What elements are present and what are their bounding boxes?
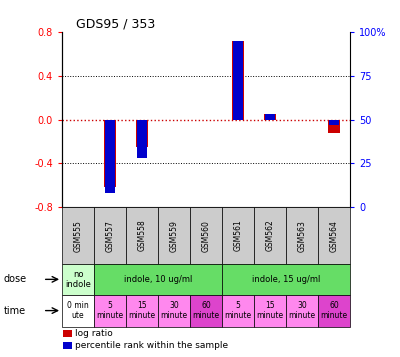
Bar [222, 295, 254, 327]
Text: GSM559: GSM559 [170, 220, 178, 252]
Bar [232, 41, 244, 120]
Text: percentile rank within the sample: percentile rank within the sample [75, 341, 228, 350]
Text: 15
minute: 15 minute [256, 301, 284, 320]
Text: GSM564: GSM564 [330, 220, 338, 252]
Text: 30
minute: 30 minute [160, 301, 188, 320]
Bar [64, 342, 72, 349]
Text: GSM562: GSM562 [266, 220, 274, 251]
Bar [328, 120, 340, 133]
Text: 5
minute: 5 minute [224, 301, 252, 320]
Bar [137, 120, 147, 158]
Bar [222, 207, 254, 264]
Text: no
indole: no indole [65, 270, 91, 289]
Bar [158, 295, 190, 327]
Bar [233, 41, 243, 120]
Bar [105, 120, 115, 193]
Text: GSM560: GSM560 [202, 220, 210, 252]
Bar [94, 207, 126, 264]
Text: indole, 10 ug/ml: indole, 10 ug/ml [124, 275, 192, 284]
Bar [265, 114, 275, 120]
Bar [286, 295, 318, 327]
Text: 60
minute: 60 minute [320, 301, 348, 320]
Text: GSM557: GSM557 [106, 220, 114, 252]
Text: GSM561: GSM561 [234, 220, 242, 251]
Text: GDS95 / 353: GDS95 / 353 [76, 18, 156, 31]
Text: 30
minute: 30 minute [288, 301, 316, 320]
Bar [126, 207, 158, 264]
Bar [136, 120, 148, 147]
Text: log ratio: log ratio [75, 329, 113, 338]
Bar [62, 264, 94, 295]
Text: GSM558: GSM558 [138, 220, 146, 251]
Text: GSM555: GSM555 [74, 220, 82, 252]
Bar [190, 207, 222, 264]
Bar [158, 207, 190, 264]
Text: 5
minute: 5 minute [96, 301, 124, 320]
Text: time: time [4, 306, 26, 316]
Text: 60
minute: 60 minute [192, 301, 220, 320]
Text: dose: dose [4, 274, 27, 285]
Bar [254, 295, 286, 327]
Bar [329, 120, 339, 125]
Bar [94, 264, 222, 295]
Bar [190, 295, 222, 327]
Text: GSM563: GSM563 [298, 220, 306, 252]
Bar [62, 207, 94, 264]
Bar [62, 295, 94, 327]
Bar [286, 207, 318, 264]
Bar [318, 207, 350, 264]
Text: indole, 15 ug/ml: indole, 15 ug/ml [252, 275, 320, 284]
Text: 15
minute: 15 minute [128, 301, 156, 320]
Bar [94, 295, 126, 327]
Bar [222, 264, 350, 295]
Bar [264, 114, 276, 120]
Bar [64, 330, 72, 337]
Bar [318, 295, 350, 327]
Text: 0 min
ute: 0 min ute [67, 301, 89, 320]
Bar [104, 120, 116, 187]
Bar [254, 207, 286, 264]
Bar [126, 295, 158, 327]
